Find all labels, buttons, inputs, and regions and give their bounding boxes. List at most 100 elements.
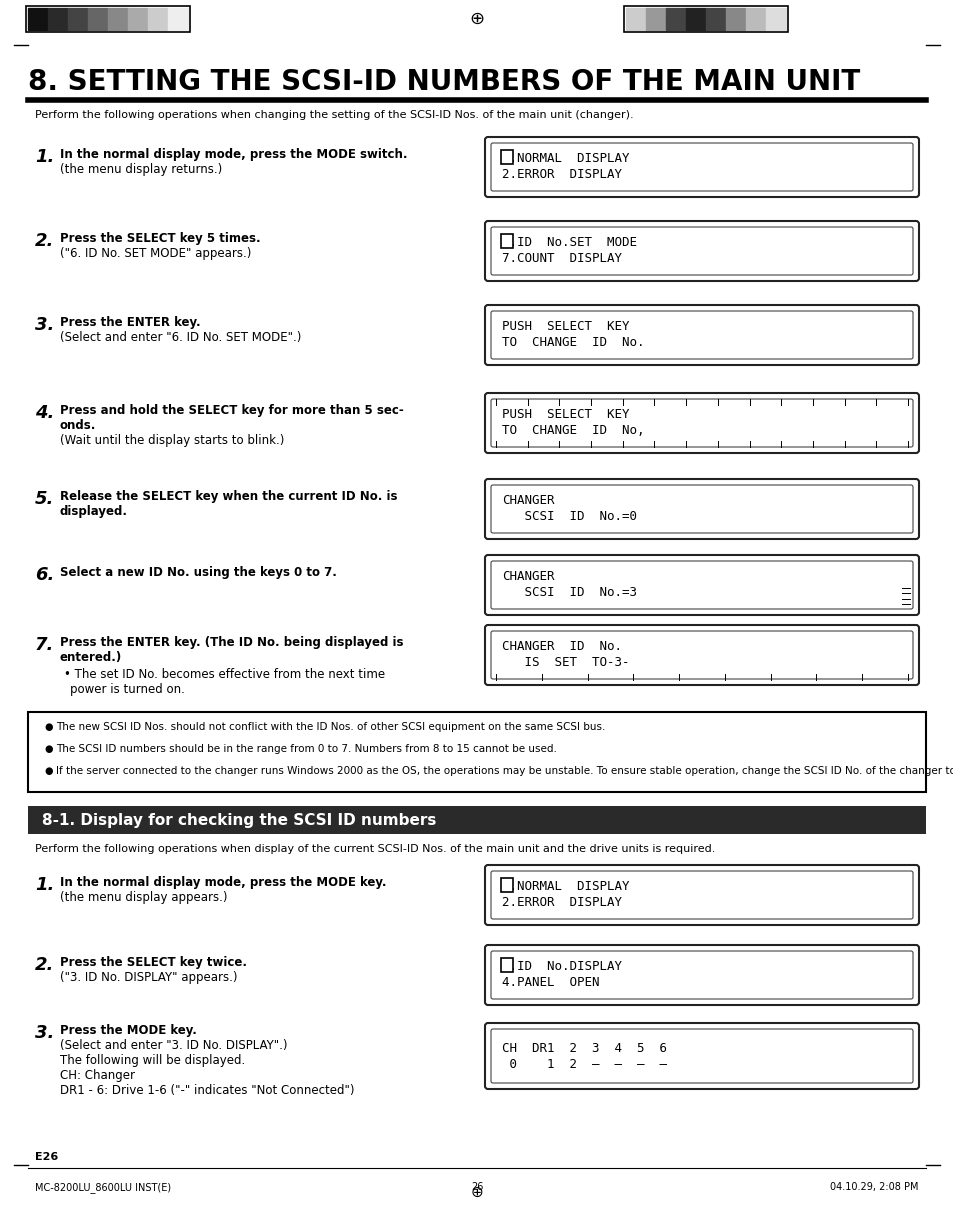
Text: 4.: 4. bbox=[35, 404, 54, 422]
Bar bbox=[725, 8, 745, 30]
Text: (Select and enter "6. ID No. SET MODE".): (Select and enter "6. ID No. SET MODE".) bbox=[60, 331, 301, 345]
Text: 3.ID  No.DISPLAY: 3.ID No.DISPLAY bbox=[501, 960, 621, 973]
Bar bbox=[168, 8, 188, 30]
Text: The new SCSI ID Nos. should not conflict with the ID Nos. of other SCSI equipmen: The new SCSI ID Nos. should not conflict… bbox=[56, 722, 605, 731]
Text: 3.: 3. bbox=[35, 1024, 54, 1042]
Text: 1.NORMAL  DISPLAY: 1.NORMAL DISPLAY bbox=[501, 880, 629, 893]
FancyBboxPatch shape bbox=[491, 485, 912, 533]
FancyBboxPatch shape bbox=[491, 311, 912, 359]
FancyBboxPatch shape bbox=[484, 305, 918, 365]
Bar bbox=[48, 8, 68, 30]
Text: The SCSI ID numbers should be in the range from 0 to 7. Numbers from 8 to 15 can: The SCSI ID numbers should be in the ran… bbox=[56, 744, 557, 754]
Text: onds.: onds. bbox=[60, 420, 96, 432]
Bar bbox=[623, 6, 787, 31]
Text: 2.ERROR  DISPLAY: 2.ERROR DISPLAY bbox=[501, 897, 621, 909]
Text: Press and hold the SELECT key for more than 5 sec-: Press and hold the SELECT key for more t… bbox=[60, 404, 403, 417]
Bar bbox=[28, 806, 925, 834]
Bar bbox=[68, 8, 88, 30]
Text: (the menu display appears.): (the menu display appears.) bbox=[60, 891, 227, 904]
Bar bbox=[645, 8, 665, 30]
Bar bbox=[108, 8, 128, 30]
Bar bbox=[500, 958, 513, 972]
Text: 1.: 1. bbox=[35, 877, 54, 893]
Text: ●: ● bbox=[44, 767, 52, 776]
Text: 26: 26 bbox=[471, 1182, 482, 1192]
Bar bbox=[665, 8, 685, 30]
FancyBboxPatch shape bbox=[484, 137, 918, 197]
Text: Press the SELECT key 5 times.: Press the SELECT key 5 times. bbox=[60, 232, 260, 245]
Bar bbox=[500, 878, 513, 892]
Text: Perform the following operations when display of the current SCSI-ID Nos. of the: Perform the following operations when di… bbox=[35, 844, 715, 854]
Text: CHANGER: CHANGER bbox=[501, 494, 554, 508]
Text: Perform the following operations when changing the setting of the SCSI-ID Nos. o: Perform the following operations when ch… bbox=[35, 110, 633, 120]
Text: IS  SET  TO-3-: IS SET TO-3- bbox=[501, 656, 629, 670]
FancyBboxPatch shape bbox=[491, 561, 912, 609]
Text: Press the SELECT key twice.: Press the SELECT key twice. bbox=[60, 956, 247, 968]
FancyBboxPatch shape bbox=[484, 864, 918, 925]
Text: CH: Changer: CH: Changer bbox=[60, 1069, 135, 1082]
Text: 5.: 5. bbox=[35, 490, 54, 508]
Text: TO  CHANGE  ID  No.: TO CHANGE ID No. bbox=[501, 336, 644, 349]
FancyBboxPatch shape bbox=[491, 227, 912, 274]
Text: PUSH  SELECT  KEY: PUSH SELECT KEY bbox=[501, 320, 629, 334]
Text: displayed.: displayed. bbox=[60, 505, 128, 517]
Text: power is turned on.: power is turned on. bbox=[70, 683, 185, 696]
Text: 2.: 2. bbox=[35, 232, 54, 250]
Text: 8-1. Display for checking the SCSI ID numbers: 8-1. Display for checking the SCSI ID nu… bbox=[42, 812, 436, 827]
Text: 1.NORMAL  DISPLAY: 1.NORMAL DISPLAY bbox=[501, 152, 629, 166]
Text: ⊕: ⊕ bbox=[470, 1185, 483, 1201]
Text: 1.: 1. bbox=[35, 147, 54, 166]
FancyBboxPatch shape bbox=[484, 625, 918, 686]
Text: If the server connected to the changer runs Windows 2000 as the OS, the operatio: If the server connected to the changer r… bbox=[56, 767, 953, 776]
Text: 0    1  2  –  –  –  –: 0 1 2 – – – – bbox=[501, 1058, 666, 1070]
FancyBboxPatch shape bbox=[491, 870, 912, 919]
Bar bbox=[28, 8, 48, 30]
Bar bbox=[148, 8, 168, 30]
FancyBboxPatch shape bbox=[491, 1029, 912, 1083]
Text: • The set ID No. becomes effective from the next time: • The set ID No. becomes effective from … bbox=[64, 669, 385, 681]
Text: CHANGER  ID  No.: CHANGER ID No. bbox=[501, 641, 621, 654]
Text: 2.: 2. bbox=[35, 956, 54, 974]
Text: The following will be displayed.: The following will be displayed. bbox=[60, 1054, 245, 1068]
Bar bbox=[625, 8, 645, 30]
Text: PUSH  SELECT  KEY: PUSH SELECT KEY bbox=[501, 409, 629, 422]
FancyBboxPatch shape bbox=[484, 555, 918, 615]
Text: Press the ENTER key.: Press the ENTER key. bbox=[60, 316, 200, 329]
Text: 7.COUNT  DISPLAY: 7.COUNT DISPLAY bbox=[501, 253, 621, 266]
Text: CH  DR1  2  3  4  5  6: CH DR1 2 3 4 5 6 bbox=[501, 1041, 666, 1054]
Text: SCSI  ID  No.=0: SCSI ID No.=0 bbox=[501, 510, 637, 523]
Text: 4.PANEL  OPEN: 4.PANEL OPEN bbox=[501, 977, 598, 989]
Text: E26: E26 bbox=[35, 1152, 58, 1162]
Text: SCSI  ID  No.=3: SCSI ID No.=3 bbox=[501, 586, 637, 600]
Text: 6.: 6. bbox=[35, 566, 54, 584]
Bar bbox=[128, 8, 148, 30]
Text: 2.ERROR  DISPLAY: 2.ERROR DISPLAY bbox=[501, 168, 621, 181]
Text: 7.: 7. bbox=[35, 636, 54, 654]
FancyBboxPatch shape bbox=[484, 479, 918, 539]
Text: 3.: 3. bbox=[35, 316, 54, 334]
Text: 6.ID  No.SET  MODE: 6.ID No.SET MODE bbox=[501, 237, 637, 249]
Bar bbox=[500, 235, 513, 248]
Text: In the normal display mode, press the MODE switch.: In the normal display mode, press the MO… bbox=[60, 147, 407, 161]
FancyBboxPatch shape bbox=[484, 393, 918, 453]
Text: CHANGER: CHANGER bbox=[501, 571, 554, 584]
Text: Press the MODE key.: Press the MODE key. bbox=[60, 1024, 196, 1037]
FancyBboxPatch shape bbox=[484, 221, 918, 280]
Text: MC-8200LU_8600LU INST(E): MC-8200LU_8600LU INST(E) bbox=[35, 1182, 171, 1193]
Bar bbox=[685, 8, 705, 30]
Text: (the menu display returns.): (the menu display returns.) bbox=[60, 163, 222, 177]
Bar bbox=[500, 150, 513, 164]
Bar bbox=[88, 8, 108, 30]
FancyBboxPatch shape bbox=[491, 951, 912, 999]
Bar bbox=[705, 8, 725, 30]
Text: In the normal display mode, press the MODE key.: In the normal display mode, press the MO… bbox=[60, 877, 386, 889]
Text: (Select and enter "3. ID No. DISPLAY".): (Select and enter "3. ID No. DISPLAY".) bbox=[60, 1039, 287, 1052]
Text: ●: ● bbox=[44, 722, 52, 731]
FancyBboxPatch shape bbox=[484, 1023, 918, 1089]
Text: Press the ENTER key. (The ID No. being displayed is: Press the ENTER key. (The ID No. being d… bbox=[60, 636, 403, 649]
Bar bbox=[745, 8, 765, 30]
Text: Release the SELECT key when the current ID No. is: Release the SELECT key when the current … bbox=[60, 490, 397, 503]
FancyBboxPatch shape bbox=[491, 143, 912, 191]
Text: ("3. ID No. DISPLAY" appears.): ("3. ID No. DISPLAY" appears.) bbox=[60, 971, 237, 984]
Bar bbox=[765, 8, 785, 30]
